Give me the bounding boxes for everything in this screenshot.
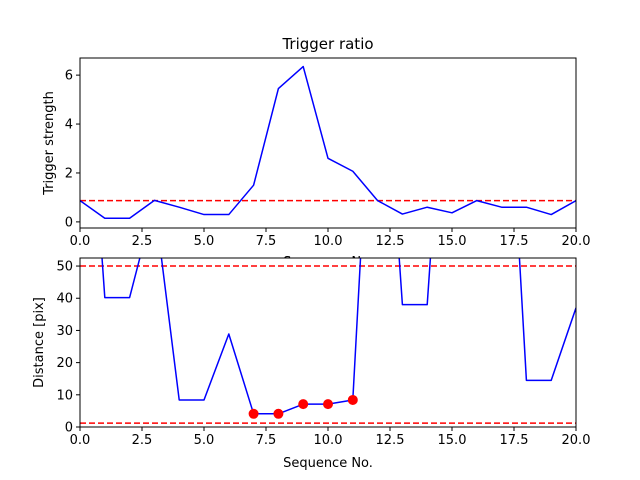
y-tick-label: 20 [56,356,73,371]
series-line [80,65,576,219]
x-tick-label: 2.5 [132,234,153,249]
y-tick-label: 4 [65,118,73,133]
x-tick-label: 17.5 [500,234,529,249]
x-tick-label: 5.0 [194,234,215,249]
x-tick-label: 10.0 [314,234,343,249]
x-tick-label: 20.0 [562,234,591,249]
data-point [298,399,309,410]
x-tick-label: 15.0 [438,433,467,448]
y-tick-label: 10 [56,388,73,403]
x-tick-label: 7.5 [256,433,277,448]
x-axis-label: Sequence No. [283,456,373,471]
y-tick-label: 2 [65,166,73,181]
chart-title: Trigger ratio [281,35,373,53]
top-chart: Sequence No.0.02.55.07.510.012.515.017.5… [42,35,590,270]
y-tick-label: 30 [56,324,73,339]
y-tick-label: 40 [56,292,73,307]
y-tick-label: 0 [65,421,73,436]
x-tick-label: 2.5 [132,433,153,448]
x-tick-label: 20.0 [562,433,591,448]
x-tick-label: 15.0 [438,234,467,249]
y-tick-label: 0 [65,215,73,230]
bottom-chart: Sequence No. 0.0 2.5 5.0 7.5 10.0 12.5 15.0 17.5… [32,257,591,471]
x-tick-label: 12.5 [376,433,405,448]
y-tick-label: 6 [65,69,73,84]
plot-area [80,258,576,427]
y-axis-label: Distance [pix] [32,297,47,388]
data-point [347,394,358,405]
x-tick-label: 10.0 [314,433,343,448]
y-axis-label: Trigger strength [42,91,57,196]
y-tick-label: 50 [56,260,73,275]
data-point [248,408,259,419]
x-tick-label: 0.0 [70,234,91,249]
plot-area [80,58,576,228]
data-point [273,408,284,419]
data-point [323,399,333,410]
x-tick-label: 7.5 [256,234,277,249]
x-tick-label: 17.5 [500,433,529,448]
x-tick-label: 5.0 [194,433,215,448]
x-tick-label: 12.5 [376,234,405,249]
x-tick-label: 0.0 [70,433,91,448]
